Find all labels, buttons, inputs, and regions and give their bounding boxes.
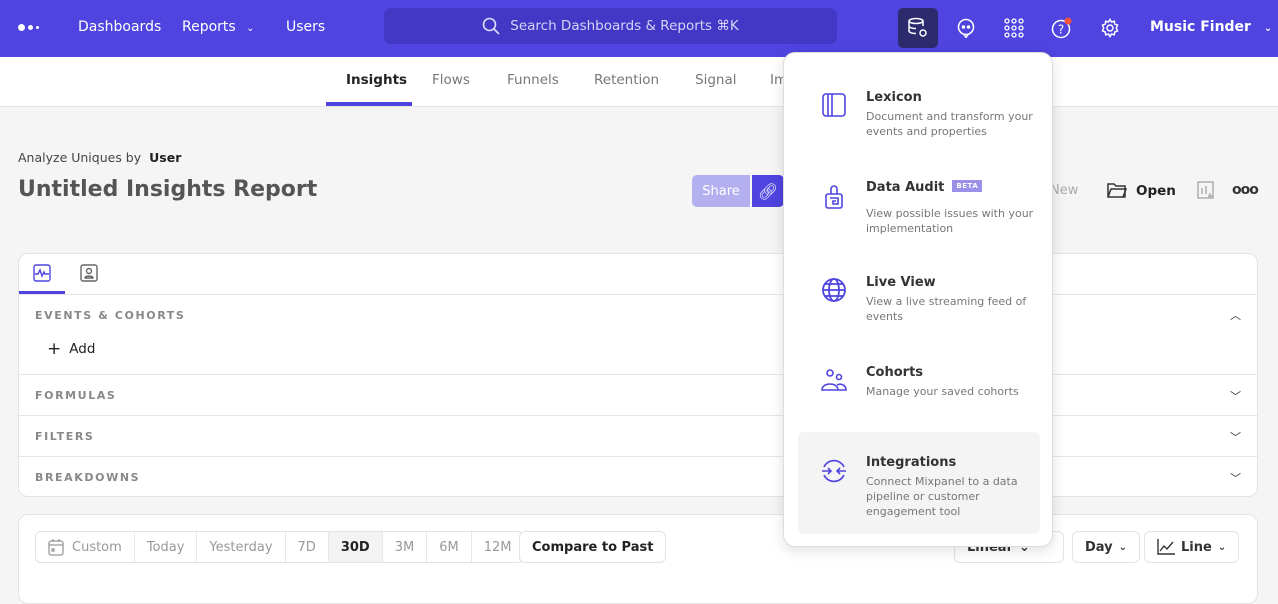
new-button[interactable]: New bbox=[1050, 183, 1079, 198]
report-tabs: Insights Flows Funnels Retention Signal … bbox=[0, 57, 1278, 107]
top-nav: Dashboards Reports ⌄ Users Search Dashbo… bbox=[0, 0, 1278, 57]
chart-type-selector[interactable]: Line ⌄ bbox=[1144, 531, 1240, 563]
chat-icon[interactable] bbox=[952, 14, 980, 42]
nav-dashboards[interactable]: Dashboards bbox=[78, 19, 162, 35]
chevron-up-icon[interactable]: ︿ bbox=[1230, 309, 1241, 322]
analyze-by: Analyze Uniques by User bbox=[18, 150, 182, 165]
database-gear-icon bbox=[908, 17, 927, 37]
section-formulas[interactable]: FORMULAS ﹀ bbox=[19, 374, 1257, 415]
interval-selector[interactable]: Day ⌄ bbox=[1072, 531, 1141, 563]
chevron-down-icon[interactable]: ﹀ bbox=[1230, 472, 1241, 485]
range-today[interactable]: Today bbox=[135, 532, 198, 562]
active-tab-indicator bbox=[326, 102, 412, 106]
chevron-down-icon: ⌄ bbox=[1118, 541, 1128, 553]
menu-item-live-view[interactable]: Live View View a live streaming feed of … bbox=[798, 256, 1040, 336]
search-input[interactable]: Search Dashboards & Reports ⌘K bbox=[384, 8, 837, 44]
help-icon[interactable]: ? bbox=[1048, 14, 1076, 42]
calendar-icon bbox=[48, 538, 64, 556]
tab-retention[interactable]: Retention bbox=[594, 72, 660, 88]
range-custom[interactable]: Custom bbox=[36, 532, 135, 562]
add-to-dashboard-icon[interactable] bbox=[1197, 181, 1216, 204]
tab-signal[interactable]: Signal bbox=[695, 72, 737, 88]
tab-flows[interactable]: Flows bbox=[432, 72, 470, 88]
apps-grid-icon[interactable] bbox=[1000, 14, 1028, 42]
chevron-down-icon[interactable]: ﹀ bbox=[1230, 390, 1241, 403]
users-icon bbox=[821, 369, 847, 391]
globe-icon bbox=[822, 278, 846, 302]
chevron-down-icon: ⌄ bbox=[246, 23, 255, 34]
audit-icon bbox=[825, 185, 843, 209]
link-icon: 🔗︎ bbox=[757, 181, 779, 201]
tab-insights[interactable]: Insights bbox=[346, 72, 408, 88]
menu-item-cohorts[interactable]: Cohorts Manage your saved cohorts bbox=[798, 346, 1040, 416]
more-options-icon[interactable]: ooo bbox=[1232, 182, 1259, 198]
compare-to-past-button[interactable]: Compare to Past bbox=[519, 531, 667, 563]
beta-badge: BETA bbox=[952, 180, 983, 192]
range-3m[interactable]: 3M bbox=[383, 532, 428, 562]
plus-icon: + bbox=[47, 339, 62, 359]
open-button[interactable]: Open bbox=[1107, 182, 1176, 199]
report-title[interactable]: Untitled Insights Report bbox=[18, 177, 318, 202]
chevron-down-icon: ⌄ bbox=[1217, 541, 1227, 553]
folder-icon bbox=[1107, 183, 1127, 198]
line-chart-icon bbox=[1157, 539, 1175, 555]
logo[interactable] bbox=[18, 24, 39, 31]
chart-panel: Custom Today Yesterday 7D 30D 3M 6M 12M … bbox=[18, 514, 1258, 604]
active-tab-indicator bbox=[19, 291, 65, 294]
project-switcher[interactable]: Music Finder ⌄ bbox=[1150, 19, 1273, 35]
section-events-cohorts[interactable]: EVENTS & COHORTS ︿ + Add bbox=[19, 294, 1257, 374]
search-icon bbox=[482, 17, 500, 35]
menu-item-lexicon[interactable]: Lexicon Document and transform your even… bbox=[798, 71, 1040, 151]
book-icon bbox=[822, 93, 846, 117]
user-card-icon bbox=[80, 264, 98, 282]
section-filters[interactable]: FILTERS ﹀ bbox=[19, 415, 1257, 456]
range-6m[interactable]: 6M bbox=[427, 532, 472, 562]
nav-users[interactable]: Users bbox=[286, 19, 326, 35]
analyze-by-user[interactable]: User bbox=[149, 150, 182, 165]
tab-metrics[interactable] bbox=[33, 264, 51, 286]
data-management-button[interactable] bbox=[898, 8, 938, 48]
svg-text:?: ? bbox=[1058, 23, 1064, 37]
tab-profiles[interactable] bbox=[80, 264, 98, 286]
date-range-selector: Custom Today Yesterday 7D 30D 3M 6M 12M bbox=[35, 531, 525, 563]
chevron-down-icon: ⌄ bbox=[1263, 23, 1273, 34]
menu-item-data-audit[interactable]: Data Audit BETA View possible issues with… bbox=[798, 161, 1040, 241]
tab-funnels[interactable]: Funnels bbox=[507, 72, 559, 88]
share-button[interactable]: Share bbox=[692, 175, 750, 207]
nav-reports[interactable]: Reports ⌄ bbox=[182, 19, 255, 35]
section-breakdowns[interactable]: BREAKDOWNS ﹀ bbox=[19, 456, 1257, 497]
range-12m[interactable]: 12M bbox=[483, 539, 512, 555]
integrations-icon bbox=[822, 459, 846, 483]
menu-item-integrations[interactable]: Integrations Connect Mixpanel to a data … bbox=[798, 432, 1040, 534]
chevron-down-icon[interactable]: ﹀ bbox=[1230, 431, 1241, 444]
settings-gear-icon[interactable] bbox=[1096, 14, 1124, 42]
chart-pulse-icon bbox=[33, 264, 51, 282]
query-builder: EVENTS & COHORTS ︿ + Add FORMULAS ﹀ FILTER… bbox=[18, 253, 1258, 497]
add-event-button[interactable]: + Add bbox=[47, 339, 96, 359]
range-7d[interactable]: 7D bbox=[286, 532, 329, 562]
range-yesterday[interactable]: Yesterday bbox=[197, 532, 286, 562]
range-30d[interactable]: 30D bbox=[328, 532, 383, 562]
copy-link-button[interactable]: 🔗︎ bbox=[752, 175, 784, 207]
data-management-menu: Lexicon Document and transform your even… bbox=[783, 52, 1053, 547]
